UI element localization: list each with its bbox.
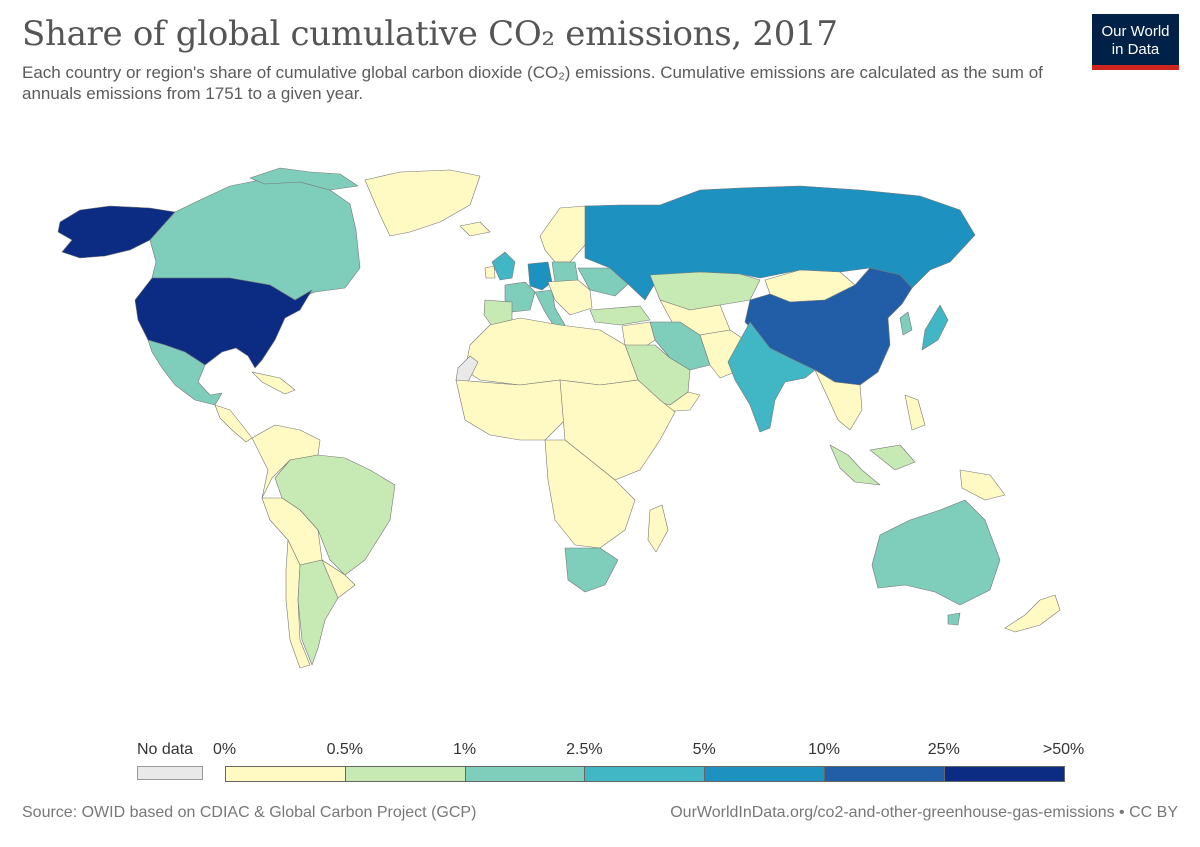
- legend-tick-label: 2.5%: [566, 741, 603, 758]
- region-greenland[interactable]: [364, 169, 481, 237]
- region-australia[interactable]: [871, 499, 1001, 606]
- logo-line-1: Our World: [1101, 23, 1170, 40]
- region-eastern-europe[interactable]: [547, 279, 593, 316]
- region-southeast-asia[interactable]: [814, 369, 863, 431]
- region-mexico[interactable]: [147, 339, 223, 406]
- region-tasmania[interactable]: [947, 612, 961, 626]
- region-west-africa[interactable]: [455, 379, 566, 441]
- region-arctic-islands[interactable]: [249, 167, 359, 191]
- legend-tick-label: 5%: [692, 741, 716, 758]
- region-india[interactable]: [727, 321, 816, 433]
- region-iran[interactable]: [649, 321, 711, 371]
- region-south-africa[interactable]: [564, 547, 619, 593]
- map-legend: No data 0% 0.5% 1% 2.5% 5% 10% 25% >50%: [0, 736, 1200, 786]
- region-philippines[interactable]: [904, 394, 926, 431]
- legend-tick-label: >50%: [1042, 741, 1085, 758]
- legend-tick-label: 10%: [807, 741, 841, 758]
- world-map: [57, 167, 1061, 669]
- region-indonesia[interactable]: [829, 444, 881, 486]
- region-turkey[interactable]: [589, 305, 651, 326]
- logo-line-2: in Data: [1111, 41, 1160, 58]
- footer-link[interactable]: OurWorldInData.org/co2-and-other-greenho…: [670, 804, 1178, 821]
- legend-bin-6[interactable]: [943, 766, 1065, 782]
- region-central-africa[interactable]: [544, 439, 636, 549]
- legend-tick-label: 25%: [927, 741, 960, 758]
- region-france[interactable]: [504, 281, 536, 313]
- region-korea[interactable]: [899, 311, 913, 336]
- legend-tick-label: 1%: [453, 741, 477, 758]
- legend-bin-4[interactable]: [704, 766, 825, 782]
- region-new-zealand[interactable]: [1004, 594, 1061, 633]
- region-indonesia-east[interactable]: [869, 444, 916, 471]
- legend-no-data-label: No data: [137, 741, 194, 758]
- legend-bin-0[interactable]: [225, 766, 346, 782]
- source-note: Source: OWID based on CDIAC & Global Car…: [22, 804, 477, 821]
- legend-tick-label: 0.5%: [326, 741, 364, 758]
- region-iceland[interactable]: [459, 221, 491, 237]
- region-ukraine[interactable]: [577, 267, 629, 297]
- region-germany[interactable]: [527, 261, 553, 291]
- region-north-africa[interactable]: [464, 317, 639, 386]
- region-poland[interactable]: [551, 261, 579, 283]
- legend-bin-1[interactable]: [344, 766, 466, 782]
- chart-subtitle: Each country or region's share of cumula…: [22, 63, 1043, 103]
- region-alaska[interactable]: [57, 205, 176, 259]
- legend-no-data-swatch[interactable]: [137, 766, 203, 780]
- region-madagascar[interactable]: [647, 504, 669, 553]
- region-western-sahara[interactable]: [455, 355, 479, 383]
- region-caribbean[interactable]: [251, 371, 296, 395]
- region-japan[interactable]: [921, 304, 949, 351]
- region-ireland[interactable]: [484, 265, 496, 279]
- legend-bin-2[interactable]: [464, 766, 586, 782]
- region-united-kingdom[interactable]: [491, 251, 516, 281]
- legend-bin-5[interactable]: [824, 766, 945, 782]
- legend-tick-label: 0%: [213, 741, 237, 758]
- region-uruguay-paraguay[interactable]: [321, 559, 356, 599]
- region-central-america[interactable]: [214, 404, 253, 443]
- chart-title: Share of global cumulative CO₂ emissions…: [22, 14, 838, 54]
- legend-bin-3[interactable]: [584, 766, 706, 782]
- owid-logo[interactable]: Our World in Data: [1092, 14, 1179, 70]
- region-papua[interactable]: [959, 469, 1006, 501]
